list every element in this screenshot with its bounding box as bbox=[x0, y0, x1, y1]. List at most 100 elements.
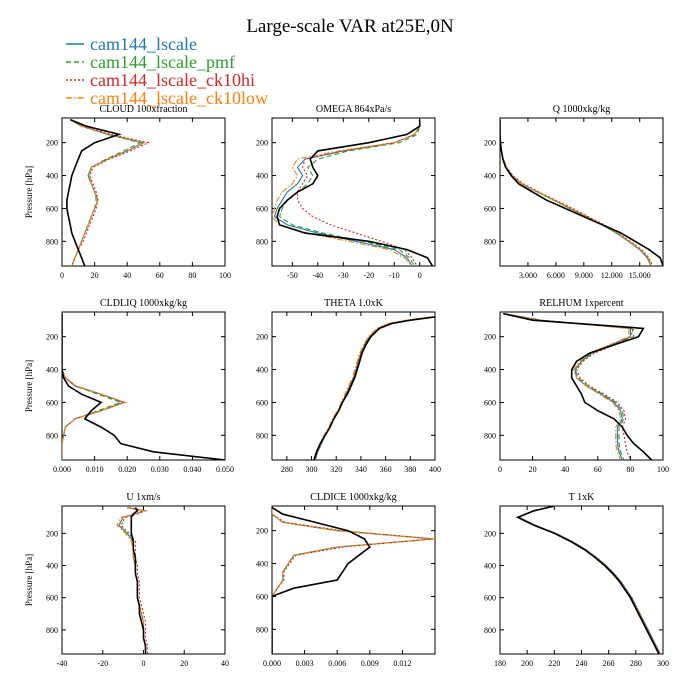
x-tick-label: 0.009 bbox=[361, 659, 379, 668]
series-line-cam144_lscale_ck10hi bbox=[120, 507, 149, 654]
series-line-cam144_lscale bbox=[500, 119, 652, 266]
legend-entry: cam144_lscale_ck10low bbox=[90, 88, 268, 108]
x-tick-label: 320 bbox=[330, 465, 342, 474]
x-tick-label: 9.000 bbox=[575, 271, 593, 280]
series-line-cam144_lscale_ck10low bbox=[62, 313, 128, 460]
x-tick-label: 40 bbox=[561, 465, 569, 474]
y-tick-label: 200 bbox=[46, 333, 58, 342]
figure-title: Large-scale VAR at25E,0N bbox=[246, 16, 454, 37]
obs-line bbox=[62, 313, 225, 460]
series-lines bbox=[66, 118, 151, 266]
panel-title: CLDLIQ 1000xkg/kg bbox=[100, 298, 187, 309]
obs-line bbox=[313, 316, 435, 460]
obs-line bbox=[130, 507, 147, 654]
x-tick-label: 80 bbox=[626, 465, 634, 474]
legend-entry: cam144_lscale bbox=[90, 34, 197, 54]
x-tick-label: -30 bbox=[338, 271, 349, 280]
panel-9: 180 200 220 240 260 280 300 200 400 600 800 T 1xK bbox=[484, 492, 669, 668]
series-lines bbox=[272, 506, 435, 654]
panel-title: CLDICE 1000xkg/kg bbox=[310, 492, 396, 503]
series-line-cam144_lscale_ck10low bbox=[516, 506, 660, 654]
series-lines bbox=[272, 119, 434, 266]
y-tick-label: 400 bbox=[46, 366, 58, 375]
series-line-cam144_lscale_ck10hi bbox=[503, 313, 635, 460]
x-tick-label: 220 bbox=[548, 659, 560, 668]
panel-title: RELHUM 1xpercent bbox=[539, 298, 623, 309]
plot-frame bbox=[271, 505, 436, 655]
y-tick-label: 800 bbox=[46, 431, 58, 440]
x-tick-label: 0.040 bbox=[183, 465, 201, 474]
x-tick-label: -40 bbox=[57, 659, 68, 668]
x-tick-label: 40 bbox=[221, 659, 229, 668]
y-tick-label: 200 bbox=[256, 139, 268, 148]
y-tick-label: 200 bbox=[484, 529, 496, 538]
x-tick-label: 40 bbox=[123, 271, 131, 280]
legend: cam144_lscalecam144_lscale_pmfcam144_lsc… bbox=[66, 34, 268, 108]
x-tick-label: 180 bbox=[494, 659, 506, 668]
series-line-cam144_lscale_ck10low bbox=[503, 313, 630, 460]
x-tick-label: 60 bbox=[156, 271, 164, 280]
y-tick-label: 800 bbox=[256, 431, 268, 440]
y-tick-label: 400 bbox=[256, 560, 268, 569]
series-line-cam144_lscale_ck10low bbox=[272, 507, 435, 654]
y-tick-label: 200 bbox=[484, 139, 496, 148]
y-tick-label: 800 bbox=[256, 237, 268, 246]
x-tick-label: 20 bbox=[91, 271, 99, 280]
obs-line bbox=[515, 506, 660, 654]
plot-frame bbox=[61, 117, 226, 267]
x-tick-label: 240 bbox=[576, 659, 588, 668]
x-tick-label: 80 bbox=[188, 271, 196, 280]
x-tick-label: 0.010 bbox=[86, 465, 104, 474]
y-tick-label: 800 bbox=[484, 626, 496, 635]
plot-frame bbox=[271, 311, 436, 461]
panel-title: OMEGA 864xPa/s bbox=[316, 104, 391, 115]
series-line-cam144_lscale bbox=[503, 313, 631, 460]
y-tick-label: 600 bbox=[484, 398, 496, 407]
x-tick-label: 6.000 bbox=[547, 271, 565, 280]
y-tick-label: 200 bbox=[484, 333, 496, 342]
series-line-cam144_lscale bbox=[314, 316, 433, 460]
y-tick-label: 800 bbox=[46, 626, 58, 635]
series-lines bbox=[116, 507, 149, 654]
obs-line bbox=[500, 119, 663, 266]
x-tick-label: -20 bbox=[363, 271, 374, 280]
series-line-cam144_lscale_ck10low bbox=[313, 316, 432, 460]
x-tick-label: -40 bbox=[313, 271, 324, 280]
panel-3: 3.000 6.000 9.000 12.000 15.000 200 400 600 800 Q… bbox=[484, 104, 664, 280]
y-tick-label: 400 bbox=[484, 366, 496, 375]
x-tick-label: 0.006 bbox=[328, 659, 346, 668]
x-tick-label: 12.000 bbox=[601, 271, 623, 280]
series-line-cam144_lscale_ck10low bbox=[500, 119, 653, 266]
y-tick-label: 200 bbox=[256, 527, 268, 536]
x-tick-label: -50 bbox=[287, 271, 298, 280]
series-line-cam144_lscale_ck10hi bbox=[500, 119, 654, 266]
series-line-cam144_lscale_pmf bbox=[278, 119, 421, 266]
y-tick-label: 800 bbox=[256, 625, 268, 634]
series-lines bbox=[313, 316, 435, 460]
y-tick-label: 200 bbox=[46, 139, 58, 148]
x-tick-label: 20 bbox=[180, 659, 188, 668]
panel-2: -50 -40 -30 -20 -10 0 200 400 600 800 OMEGA 864xPa… bbox=[256, 104, 436, 280]
legend-entry: cam144_lscale_ck10hi bbox=[90, 70, 255, 90]
x-tick-label: 300 bbox=[657, 659, 669, 668]
series-line-cam144_lscale_ck10low bbox=[272, 119, 421, 266]
x-tick-label: 200 bbox=[521, 659, 533, 668]
y-tick-label: 600 bbox=[256, 398, 268, 407]
y-tick-label: 400 bbox=[46, 172, 58, 181]
y-tick-label: 400 bbox=[256, 172, 268, 181]
y-tick-label: 600 bbox=[256, 592, 268, 601]
series-lines bbox=[515, 506, 661, 654]
y-tick-label: 400 bbox=[484, 562, 496, 571]
panel-4: 0.000 0.010 0.020 0.030 0.040 0.050 200 400 600 8… bbox=[24, 298, 234, 474]
series-line-cam144_lscale_pmf bbox=[118, 507, 147, 654]
plot-frame bbox=[271, 117, 436, 267]
panel-5: 280 300 320 340 360 380 400 200 400 600 800 THETA 1… bbox=[256, 298, 441, 474]
x-tick-label: 20 bbox=[529, 465, 537, 474]
plot-frame bbox=[499, 117, 664, 267]
x-tick-label: 3.000 bbox=[519, 271, 537, 280]
y-tick-label: 200 bbox=[46, 529, 58, 538]
x-tick-label: 340 bbox=[355, 465, 367, 474]
x-tick-label: -10 bbox=[389, 271, 400, 280]
